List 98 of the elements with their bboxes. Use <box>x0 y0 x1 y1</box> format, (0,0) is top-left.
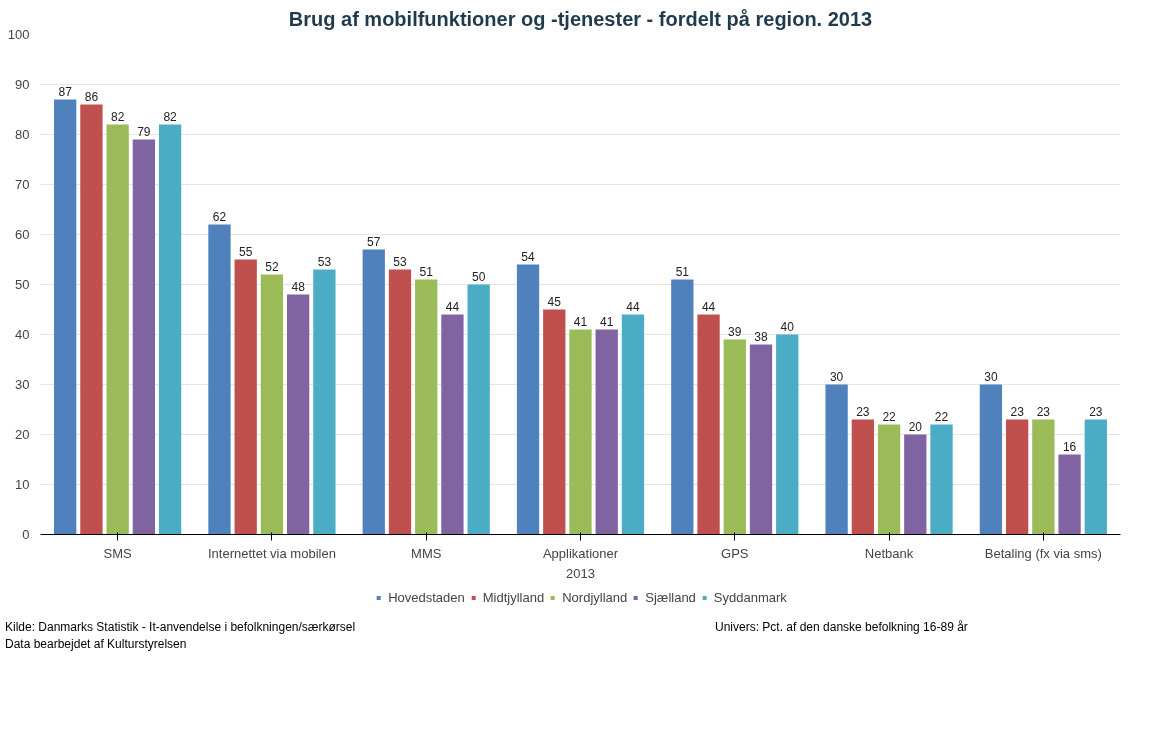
bar <box>388 269 412 535</box>
legend-label: Syddanmark <box>713 589 787 605</box>
y-tick-label: 10 <box>15 477 30 492</box>
bar <box>234 259 257 535</box>
data-label: 87 <box>58 84 73 99</box>
bar <box>467 284 490 535</box>
bar <box>851 419 874 535</box>
data-label: 86 <box>84 89 99 104</box>
data-label: 62 <box>212 209 227 224</box>
data-label: 23 <box>856 404 870 419</box>
y-tick-label: 60 <box>15 227 30 242</box>
text: Data bearbejdet af Kulturstyrelsen <box>5 637 187 652</box>
data-label: 23 <box>1010 404 1025 419</box>
x-tick-label: Betaling (fx via sms) <box>984 545 1102 561</box>
data-label: 82 <box>110 109 125 124</box>
data-label: 57 <box>367 234 381 249</box>
x-tick-label: Applikationer <box>542 545 619 561</box>
bar <box>54 99 77 535</box>
bar <box>904 434 927 535</box>
bar <box>516 264 540 535</box>
legend-label: Midtjylland <box>482 589 545 605</box>
bar <box>1058 454 1081 535</box>
bar <box>723 339 746 535</box>
data-label: 53 <box>317 254 332 269</box>
legend-label: Hovedstaden <box>388 589 465 605</box>
data-label: 30 <box>984 369 998 384</box>
data-label: 22 <box>882 409 897 424</box>
bar <box>825 384 848 535</box>
y-tick-label: 40 <box>15 327 30 342</box>
y-tick-label: 0 <box>22 527 30 542</box>
bar <box>749 344 773 535</box>
data-label: 30 <box>829 369 844 384</box>
y-tick-label: 80 <box>15 127 30 142</box>
data-label: 44 <box>626 299 640 314</box>
y-tick-label: 20 <box>15 427 30 442</box>
bar <box>569 329 592 535</box>
x-tick-label: GPS <box>721 545 749 561</box>
data-label: 38 <box>754 329 769 344</box>
y-tick-label: 30 <box>15 377 30 392</box>
bar <box>106 124 129 535</box>
x-tick-label: MMS <box>411 545 442 561</box>
data-label: 51 <box>419 264 434 279</box>
bar <box>877 424 901 535</box>
x-axis-title: 2013 <box>566 565 595 581</box>
data-label: 54 <box>521 249 536 264</box>
data-label: 52 <box>265 259 279 274</box>
data-label: 23 <box>1036 404 1051 419</box>
bar <box>543 309 566 535</box>
data-label: 44 <box>445 299 460 314</box>
x-tick-label: SMS <box>103 545 133 561</box>
bar <box>80 104 103 535</box>
bar <box>208 224 231 535</box>
data-label: 45 <box>547 294 562 309</box>
data-label: 55 <box>239 244 253 259</box>
bar <box>1084 419 1107 535</box>
bar <box>621 314 645 535</box>
bar <box>671 279 694 535</box>
data-label: 44 <box>701 299 716 314</box>
data-label: 20 <box>908 419 923 434</box>
data-label: 41 <box>600 314 614 329</box>
data-label: 53 <box>393 254 407 269</box>
bar <box>260 274 284 535</box>
data-label: 48 <box>291 279 306 294</box>
data-label: 41 <box>573 314 588 329</box>
bar <box>1032 419 1055 535</box>
bar <box>595 329 618 535</box>
bar <box>313 269 336 535</box>
legend-label: Sjælland <box>645 589 696 605</box>
bar <box>287 294 310 535</box>
text: Univers: Pct. af den danske befolkning 16-89 år <box>715 619 968 636</box>
x-tick-label: Internettet via mobilen <box>207 545 336 561</box>
bar <box>930 424 953 535</box>
y-tick-label: 100 <box>7 27 30 42</box>
y-tick-label: 70 <box>15 177 30 192</box>
data-label: 51 <box>675 264 690 279</box>
legend-label: Nordjylland <box>562 589 628 605</box>
bar <box>1005 419 1029 535</box>
data-label: 39 <box>728 324 742 339</box>
data-label: 22 <box>934 409 949 424</box>
bar <box>979 384 1003 535</box>
y-tick-label: 90 <box>15 77 30 92</box>
y-tick-label: 50 <box>15 277 30 292</box>
bar <box>158 124 182 535</box>
text: Kilde: Danmarks Statistik - It-anvendelse i befolkningen/særkørsel <box>5 620 356 634</box>
bar <box>362 249 385 535</box>
data-label: 79 <box>137 124 151 139</box>
x-tick-label: Netbank <box>864 545 914 561</box>
data-label: 40 <box>780 319 795 334</box>
bar <box>132 139 156 535</box>
chart-title: Brug af mobilfunktioner og -tjenester - fordelt på region. 2013 <box>288 7 873 30</box>
bar <box>415 279 438 535</box>
bar <box>776 334 799 535</box>
bar <box>697 314 720 535</box>
data-label: 82 <box>163 109 178 124</box>
data-label: 23 <box>1089 404 1103 419</box>
bar <box>441 314 464 535</box>
data-label: 16 <box>1062 439 1077 454</box>
data-label: 50 <box>472 269 486 284</box>
